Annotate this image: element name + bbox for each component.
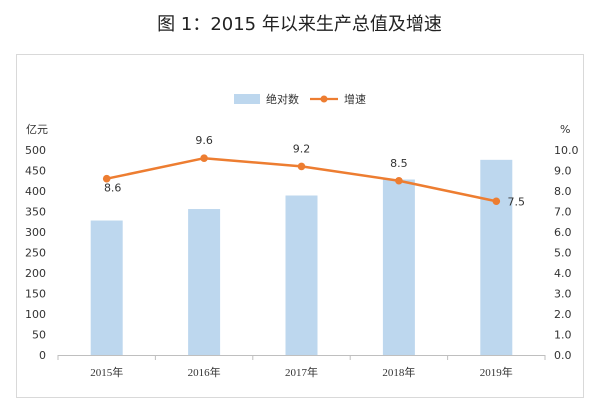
y-tick-left: 500 (25, 144, 46, 157)
line-point (492, 197, 501, 206)
legend-swatch-bar (234, 94, 260, 104)
chart-frame (16, 54, 584, 398)
y-tick-right: 6.0 (554, 226, 572, 239)
y-tick-right: 4.0 (554, 267, 572, 280)
line-point (102, 174, 111, 183)
y-tick-left: 200 (25, 267, 46, 280)
data-label: 8.6 (104, 182, 122, 195)
y-tick-left: 150 (25, 288, 46, 301)
x-tick-label: 2017年 (285, 365, 318, 379)
data-label: 8.5 (390, 157, 408, 170)
y-tick-right: 1.0 (554, 329, 572, 342)
y-tick-right: 10.0 (554, 144, 579, 157)
data-label: 9.2 (293, 142, 311, 155)
y-tick-right: 9.0 (554, 165, 572, 178)
bar (382, 179, 415, 355)
x-tick-label: 2019年 (480, 365, 513, 379)
y-tick-left: 100 (25, 308, 46, 321)
y-tick-right: 2.0 (554, 308, 572, 321)
line-point (395, 176, 403, 185)
x-tick-label: 2018年 (382, 365, 415, 379)
legend-label-line: 增速 (344, 92, 366, 106)
bar (188, 209, 221, 355)
bar (285, 195, 318, 355)
bar (480, 159, 513, 355)
line-point (297, 162, 306, 171)
data-label: 7.5 (508, 195, 526, 208)
y-tick-right: 8.0 (554, 185, 572, 198)
y-tick-left: 400 (25, 185, 46, 198)
y-tick-left: 50 (32, 329, 46, 342)
y-tick-left: 0 (39, 349, 46, 362)
line-point (200, 154, 208, 162)
y-tick-left: 300 (25, 226, 46, 239)
y-tick-right: 0.0 (554, 349, 572, 362)
y-axis-left-title: 亿元 (26, 123, 48, 136)
y-tick-right: 5.0 (554, 247, 572, 260)
y-tick-left: 450 (25, 165, 46, 178)
legend-label-bar: 绝对数 (266, 92, 299, 106)
x-tick-label: 2016年 (188, 365, 221, 379)
y-tick-left: 350 (25, 206, 46, 219)
data-label: 9.6 (195, 134, 213, 147)
legend-swatch-marker (320, 95, 328, 103)
x-tick-label: 2015年 (90, 365, 123, 379)
y-axis-right-title: % (560, 123, 570, 136)
bar (90, 220, 123, 355)
y-tick-left: 250 (25, 247, 46, 260)
chart-title: 图 1：2015 年以来生产总值及增速 (157, 14, 442, 35)
y-tick-right: 3.0 (554, 288, 572, 301)
y-tick-right: 7.0 (554, 206, 572, 219)
